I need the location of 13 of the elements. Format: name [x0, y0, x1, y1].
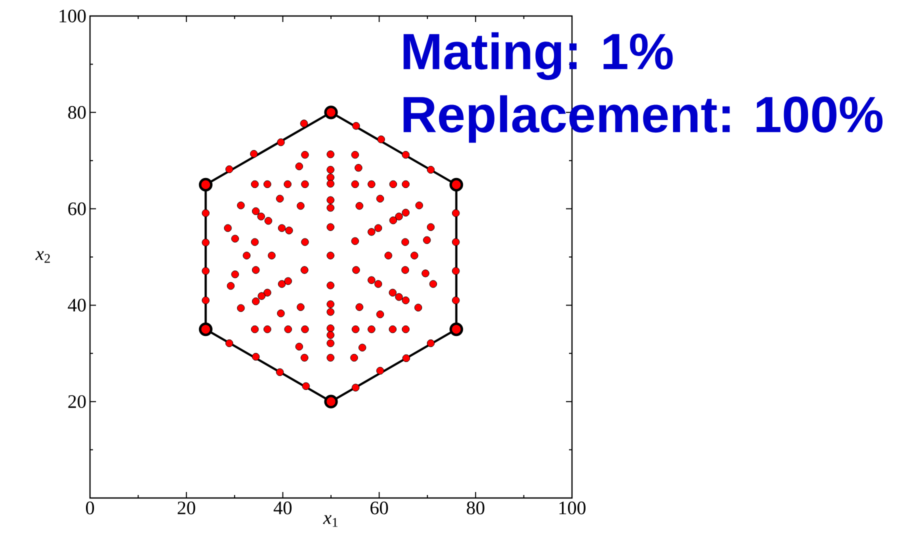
x-tick-label: 100	[559, 502, 586, 514]
y-axis-title: x$_{2}$	[35, 251, 50, 263]
y-tick-label: 20	[68, 395, 86, 408]
x-tick-label: 0	[86, 502, 94, 514]
x-tick-label: 60	[370, 502, 388, 514]
y-tick-label: 60	[68, 202, 86, 216]
x-tick-label: 20	[178, 502, 196, 514]
y-tick-label: 40	[68, 298, 86, 312]
x-tick-label: 80	[466, 502, 484, 514]
x-tick-label: 40	[274, 502, 292, 514]
x-axis-title: x$_{1}$	[322, 515, 338, 527]
y-tick-label: 80	[68, 106, 86, 119]
y-tick-label: 100	[60, 10, 86, 22]
